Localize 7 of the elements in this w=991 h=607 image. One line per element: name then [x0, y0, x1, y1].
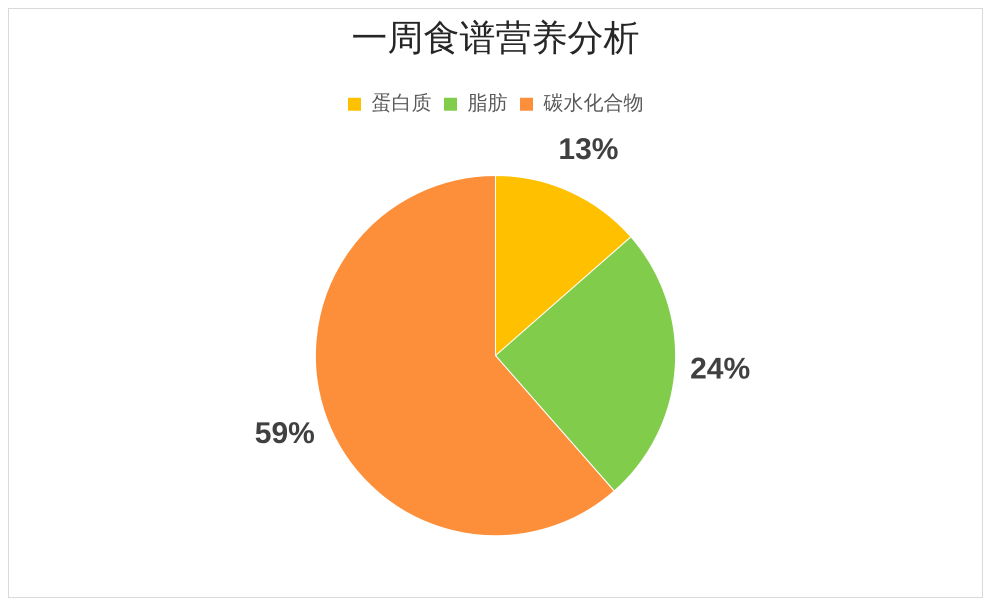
legend-label: 脂肪 — [468, 90, 508, 114]
data-label: 24% — [690, 352, 750, 386]
legend-label: 碳水化合物 — [542, 90, 644, 114]
data-label: 59% — [254, 417, 315, 450]
chart-title: 一周食谱营养分析 — [352, 18, 640, 59]
data-label: 13% — [558, 132, 618, 166]
legend-label: 蛋白质 — [372, 90, 432, 114]
